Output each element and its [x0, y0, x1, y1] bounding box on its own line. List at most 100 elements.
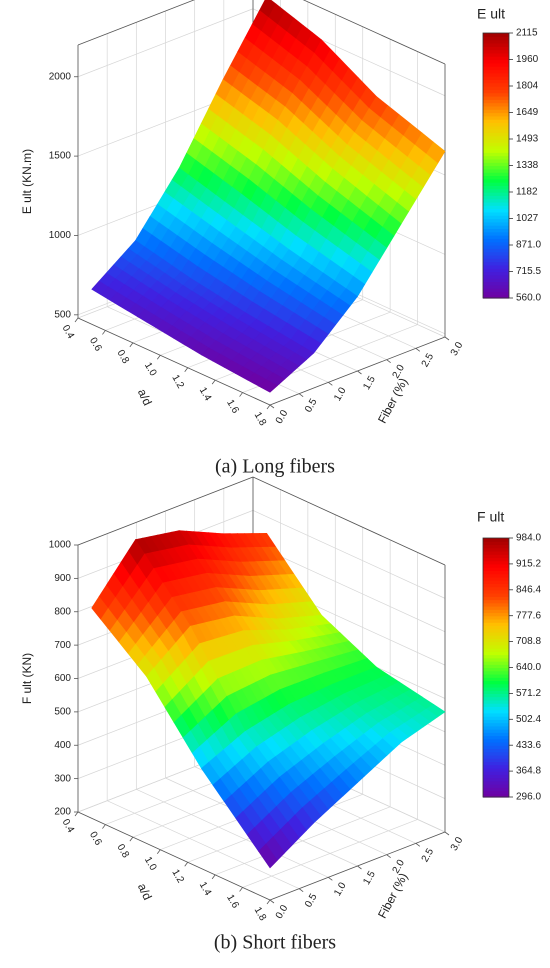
- x-tick-label: 1.0: [142, 361, 159, 379]
- colorbar-segment: [483, 722, 509, 727]
- colorbar-segment: [483, 205, 509, 210]
- colorbar-segment: [483, 178, 509, 183]
- colorbar-segment: [483, 554, 509, 559]
- z-tick-label: 600: [54, 673, 71, 684]
- colorbar-segment: [483, 102, 509, 107]
- y-tick-label: 0.0: [274, 408, 291, 426]
- colorbar-segment: [483, 622, 509, 627]
- z-tick-label: 1500: [49, 151, 72, 162]
- x-tick: [129, 342, 134, 348]
- colorbar-segment: [483, 764, 509, 769]
- colorbar-segment: [483, 690, 509, 694]
- colorbar-segment: [483, 231, 509, 236]
- z-tick-label: 1000: [49, 540, 72, 551]
- y-tick-label: 0.0: [274, 903, 291, 921]
- colorbar-segment: [483, 278, 509, 283]
- colorbar-segment: [483, 132, 509, 137]
- colorbar-segment: [483, 580, 509, 584]
- z-tick-label: 300: [54, 773, 71, 784]
- colorbar-segment: [483, 560, 509, 565]
- x-tick: [102, 330, 106, 335]
- colorbar-segment: [483, 780, 509, 785]
- colorbar-segment: [483, 570, 509, 575]
- colorbar-segment: [483, 201, 509, 206]
- colorbar-segment: [483, 238, 509, 243]
- colorbar-segment: [483, 192, 509, 196]
- y-tick: [298, 393, 304, 397]
- colorbar-segment: [483, 241, 509, 246]
- z-tick-label: 1000: [49, 230, 72, 241]
- colorbar-segment: [483, 248, 509, 253]
- colorbar-segment: [483, 725, 509, 730]
- colorbar-segment: [483, 86, 509, 90]
- colorbar-tick-label: 1493: [516, 134, 539, 145]
- colorbar-segment: [483, 661, 509, 665]
- y-tick-label: 3.0: [449, 340, 466, 358]
- axis-edge: [77, 476, 254, 546]
- colorbar-segment: [483, 550, 509, 555]
- y-tick-label: 0.5: [303, 397, 320, 415]
- colorbar-segment: [483, 541, 509, 546]
- colorbar-segment: [483, 738, 509, 743]
- y-tick: [444, 336, 450, 341]
- z-tick-label: 500: [54, 309, 71, 320]
- colorbar-segment: [483, 699, 509, 704]
- y-tick: [269, 899, 275, 904]
- colorbar-segment: [483, 586, 509, 591]
- z-tick-label: 400: [54, 740, 71, 751]
- colorbar-segment: [483, 168, 509, 173]
- x-tick-label: 1.8: [252, 410, 269, 428]
- colorbar-segment: [483, 709, 509, 714]
- colorbar-segment: [483, 129, 509, 133]
- colorbar-segment: [483, 631, 509, 636]
- colorbar-segment: [483, 644, 509, 649]
- z-tick-label: 900: [54, 573, 71, 584]
- colorbar-segment: [483, 69, 509, 74]
- axis-edge: [252, 476, 446, 566]
- colorbar-segment: [483, 741, 509, 746]
- colorbar-segment: [483, 39, 509, 44]
- y-grid-line: [136, 789, 329, 878]
- colorbar-segment: [483, 158, 509, 163]
- colorbar-segment: [483, 59, 509, 64]
- y-tick-label: 1.5: [361, 869, 378, 887]
- colorbar-segment: [483, 758, 509, 762]
- colorbar-segment: [483, 599, 509, 604]
- colorbar-segment: [483, 95, 509, 100]
- colorbar-segment: [483, 264, 509, 269]
- colorbar-segment: [483, 99, 509, 104]
- colorbar-segment: [483, 703, 509, 707]
- colorbar-segment: [483, 218, 509, 223]
- colorbar-segment: [483, 92, 509, 97]
- colorbar-segment: [483, 115, 509, 120]
- colorbar-segment: [483, 719, 509, 724]
- x-tick: [211, 874, 216, 880]
- colorbar-segment: [483, 641, 509, 646]
- z-tick-label: 500: [54, 707, 71, 718]
- y-tick: [357, 865, 362, 870]
- colorbar-segment: [483, 735, 509, 740]
- colorbar-segment: [483, 544, 509, 549]
- colorbar-segment: [483, 745, 509, 750]
- colorbar-segment: [483, 732, 509, 737]
- z-tick-label: 800: [54, 606, 71, 617]
- colorbar-segment: [483, 119, 509, 124]
- colorbar-segment: [483, 680, 509, 685]
- z-tick-label: 700: [54, 640, 71, 651]
- y-tick: [269, 404, 275, 409]
- x-tick-label: 1.4: [197, 880, 214, 898]
- colorbar-segment: [483, 787, 509, 792]
- colorbar-segment: [483, 693, 509, 698]
- y-tick: [298, 888, 304, 892]
- y-tick-label: 1.5: [361, 374, 378, 392]
- x-tick-label: 1.2: [169, 868, 186, 886]
- colorbar-segment: [483, 76, 509, 80]
- colorbar-segment: [483, 771, 509, 775]
- colorbar-segment: [483, 268, 509, 273]
- colorbar-segment: [483, 654, 509, 659]
- colorbar-segment: [483, 628, 509, 633]
- x-tick: [184, 862, 189, 867]
- colorbar-segment: [483, 254, 509, 259]
- x-tick: [74, 317, 79, 323]
